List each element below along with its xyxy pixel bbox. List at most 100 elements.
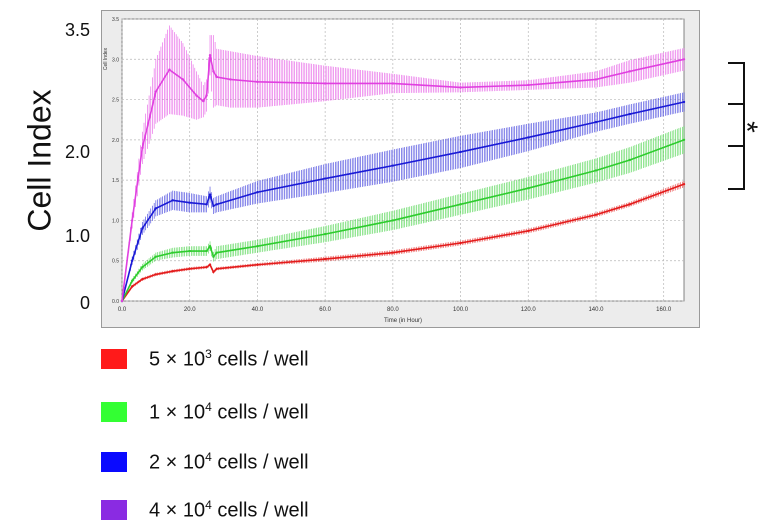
data-point [594, 213, 598, 216]
data-point [154, 207, 158, 210]
x-tick-label: 120.0 [521, 307, 537, 313]
x-axis-title: Time (in Hour) [384, 318, 422, 324]
data-point [141, 265, 144, 269]
x-tick-label: 140.0 [588, 307, 604, 313]
data-point [682, 58, 686, 61]
significance-star: * [729, 121, 763, 133]
data-point [256, 80, 259, 84]
data-point [188, 267, 191, 270]
data-point [323, 257, 327, 261]
legend-item-4e4: 4 × 104 cells / well [101, 495, 309, 525]
data-point [130, 279, 134, 283]
data-point [256, 191, 259, 194]
data-point [459, 241, 462, 245]
data-point [208, 193, 212, 196]
series-line [121, 183, 685, 302]
data-point [205, 249, 208, 253]
outer-y-tick-3-5: 3.5 [64, 20, 90, 40]
x-tick-label: 20.0 [184, 307, 196, 313]
data-point [171, 199, 174, 202]
data-point [208, 263, 212, 266]
inner-y-axis-title: Cell Index [103, 47, 109, 70]
data-point [154, 90, 158, 93]
data-point [154, 273, 158, 276]
y-tick-label: 2.0 [112, 138, 119, 144]
data-point [229, 78, 232, 81]
data-point [594, 169, 598, 172]
outer-y-tick-2-0: 2.0 [64, 142, 90, 162]
data-point [391, 251, 395, 254]
data-point [141, 146, 144, 150]
y-tick-label: 0.5 [112, 259, 119, 265]
legend-swatch [101, 402, 127, 422]
data-point [391, 164, 395, 167]
data-point [171, 251, 174, 254]
series-3 [120, 25, 686, 303]
data-point [628, 158, 632, 162]
data-point [120, 299, 124, 303]
data-point [154, 255, 158, 258]
x-tick-label: 100.0 [453, 307, 469, 313]
series-line [121, 139, 685, 302]
data-point [527, 83, 530, 87]
data-point [130, 285, 134, 288]
significance-bracket [728, 62, 745, 190]
data-point [256, 263, 259, 266]
legend-label: 2 × 104 cells / well [149, 449, 309, 474]
data-point [682, 138, 686, 142]
legend-item-1e4: 1 × 104 cells / well [101, 397, 309, 427]
x-tick-label: 0.0 [118, 307, 127, 313]
legend-item-5e3: 5 × 103 cells / well [101, 344, 309, 374]
legend-label: 1 × 104 cells / well [149, 399, 309, 424]
series-1 [120, 126, 686, 303]
x-tick-label: 60.0 [319, 307, 331, 313]
x-tick-label: 80.0 [387, 307, 399, 313]
data-point [205, 203, 208, 206]
outer-y-tick-1-0: 1.0 [64, 226, 90, 246]
data-point [682, 182, 686, 186]
data-point [141, 278, 144, 281]
series-line [121, 101, 685, 302]
data-point [141, 227, 144, 230]
data-point [188, 201, 191, 204]
legend-label: 5 × 103 cells / well [149, 346, 309, 371]
y-tick-label: 2.5 [112, 98, 119, 104]
data-point [256, 245, 259, 248]
data-point [527, 229, 530, 233]
data-point [459, 203, 462, 206]
data-point [323, 232, 327, 236]
data-point [212, 70, 215, 73]
legend-swatch [101, 452, 127, 472]
data-point [202, 99, 205, 103]
data-point [195, 94, 198, 97]
y-tick-label: 3.0 [112, 57, 119, 63]
legend-item-2e4: 2 × 104 cells / well [101, 447, 309, 477]
data-point [212, 255, 215, 258]
data-point [215, 203, 218, 206]
data-point [208, 245, 212, 248]
data-point [594, 78, 598, 81]
data-point [594, 120, 598, 124]
data-point [215, 267, 218, 270]
data-point [212, 270, 215, 274]
legend-swatch [101, 349, 127, 369]
data-point [171, 269, 174, 273]
data-point [323, 177, 327, 180]
series-2 [120, 92, 686, 303]
data-point [208, 54, 212, 57]
data-point [628, 70, 632, 73]
data-point [391, 219, 395, 222]
data-point [628, 203, 632, 206]
outer-y-tick-0: 0 [79, 293, 90, 313]
series-0 [120, 180, 686, 303]
data-point [130, 219, 134, 222]
data-point [323, 82, 327, 85]
data-point [391, 82, 395, 85]
data-point [205, 94, 208, 97]
y-tick-label: 0.0 [112, 299, 119, 305]
legend-label: 4 × 104 cells / well [149, 497, 309, 522]
y-tick-label: 1.0 [112, 218, 119, 224]
y-tick-label: 1.5 [112, 178, 119, 184]
data-point [682, 100, 686, 104]
cell-index-chart: 0.0 20.0 40.0 60.0 80.0 100.0 120.0 140.0 160.0 0… [103, 17, 686, 324]
